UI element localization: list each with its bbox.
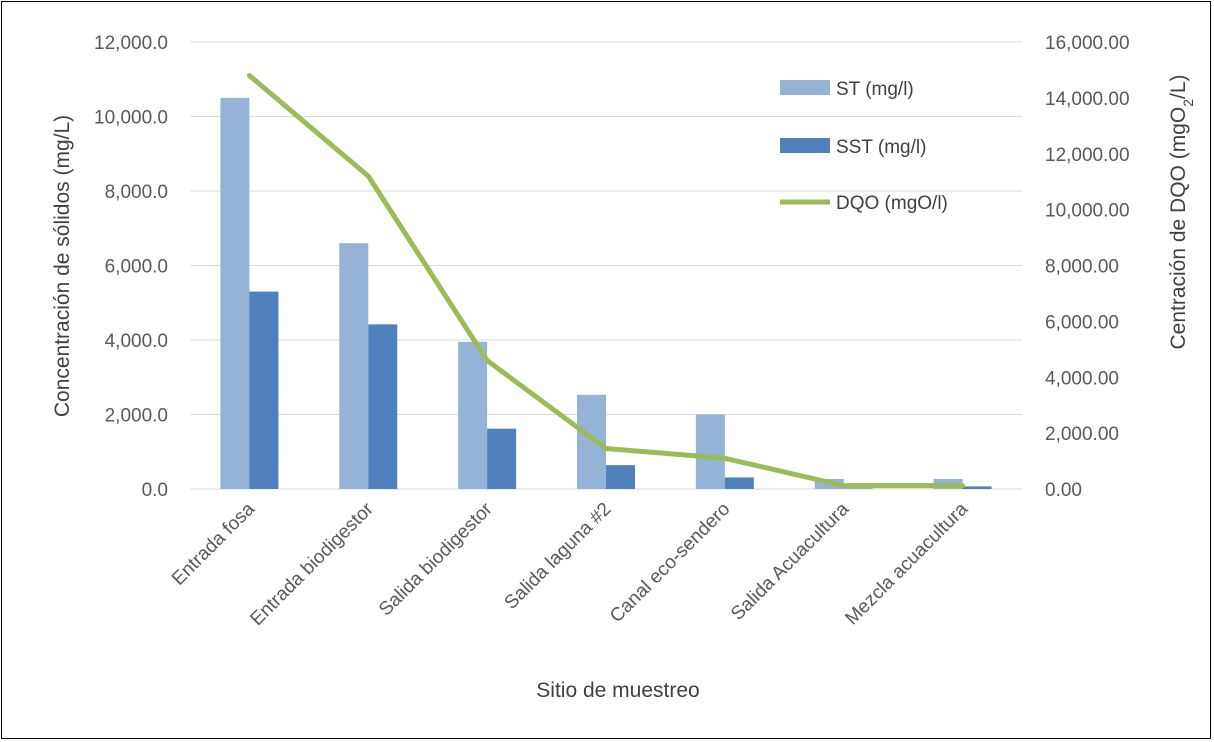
y-tick-label: 10,000.0 bbox=[94, 108, 168, 129]
y-axis-title: Concentración de sólidos (mg/L) bbox=[51, 115, 74, 417]
bar-st-0 bbox=[220, 97, 250, 489]
y2-axis-title-sub: 2 bbox=[1180, 99, 1196, 107]
bar-st-4 bbox=[695, 414, 725, 489]
y2-tick-label: 6,000.00 bbox=[1045, 312, 1119, 333]
bar-sst-3 bbox=[606, 465, 635, 489]
legend: ST (mg/l) SST (mg/l) DQO (mgO/l) bbox=[780, 79, 948, 214]
legend-label-st: ST (mg/l) bbox=[836, 79, 914, 100]
y2-axis-title-prefix: Centración de DQO (mgO bbox=[1167, 107, 1190, 350]
legend-label-dqo: DQO (mgO/l) bbox=[836, 193, 948, 214]
bar-sst-4 bbox=[724, 477, 754, 489]
bars bbox=[220, 97, 992, 489]
bar-st-2 bbox=[458, 341, 488, 489]
bar-st-1 bbox=[339, 243, 369, 489]
y2-tick-label: 2,000.00 bbox=[1045, 424, 1119, 445]
y-tick-label: 6,000.0 bbox=[105, 257, 168, 278]
legend-label-sst: SST (mg/l) bbox=[836, 137, 926, 158]
y-tick-label: 4,000.0 bbox=[105, 331, 168, 352]
x-tick-label: Mezcla acuacultura bbox=[842, 498, 973, 629]
left-axis-ticks: 0.0 2,000.0 4,000.0 6,000.0 8,000.0 10,000.0 1… bbox=[94, 33, 168, 501]
x-tick-label: Salida laguna #2 bbox=[501, 499, 616, 614]
x-tick-label: Entrada fosa bbox=[168, 498, 259, 589]
bar-sst-2 bbox=[487, 428, 517, 489]
y2-tick-label: 4,000.00 bbox=[1045, 368, 1119, 389]
y2-tick-label: 10,000.00 bbox=[1045, 201, 1130, 222]
dqo-series-line bbox=[246, 73, 966, 489]
x-tick-label: Salida biodigestor bbox=[375, 498, 497, 620]
x-tick-label: Canal eco-sendero bbox=[606, 499, 734, 627]
bar-sst-5 bbox=[843, 488, 873, 489]
y2-tick-label: 12,000.00 bbox=[1045, 145, 1130, 166]
dqo-line bbox=[246, 73, 966, 489]
right-axis-ticks: 0.00 2,000.00 4,000.00 6,000.00 8,000.00 10,0… bbox=[1045, 33, 1130, 501]
y2-axis-title-suffix: /L) bbox=[1167, 74, 1190, 99]
y2-tick-label: 14,000.00 bbox=[1045, 89, 1130, 110]
x-axis-title: Sitio de muestreo bbox=[536, 679, 699, 702]
y-tick-label: 0.0 bbox=[142, 480, 168, 501]
gridlines bbox=[190, 41, 1022, 490]
y-tick-label: 8,000.0 bbox=[105, 182, 168, 203]
y-tick-label: 2,000.0 bbox=[105, 406, 168, 427]
x-tick-label: Entrada biodigestor bbox=[246, 498, 378, 630]
y-tick-label: 12,000.0 bbox=[94, 33, 168, 54]
y2-axis-title: Centración de DQO (mgO2/L) bbox=[1167, 74, 1196, 349]
y2-tick-label: 16,000.00 bbox=[1045, 33, 1130, 54]
bar-st-3 bbox=[577, 394, 606, 489]
bar-sst-1 bbox=[368, 324, 398, 489]
bar-sst-0 bbox=[249, 291, 279, 489]
legend-swatch-st bbox=[780, 80, 830, 95]
bar-sst-6 bbox=[962, 486, 992, 489]
y2-tick-label: 0.00 bbox=[1045, 480, 1082, 501]
x-tick-label: Salida Acuacultura bbox=[727, 498, 853, 624]
y2-tick-label: 8,000.00 bbox=[1045, 257, 1119, 278]
legend-swatch-sst bbox=[780, 138, 830, 153]
